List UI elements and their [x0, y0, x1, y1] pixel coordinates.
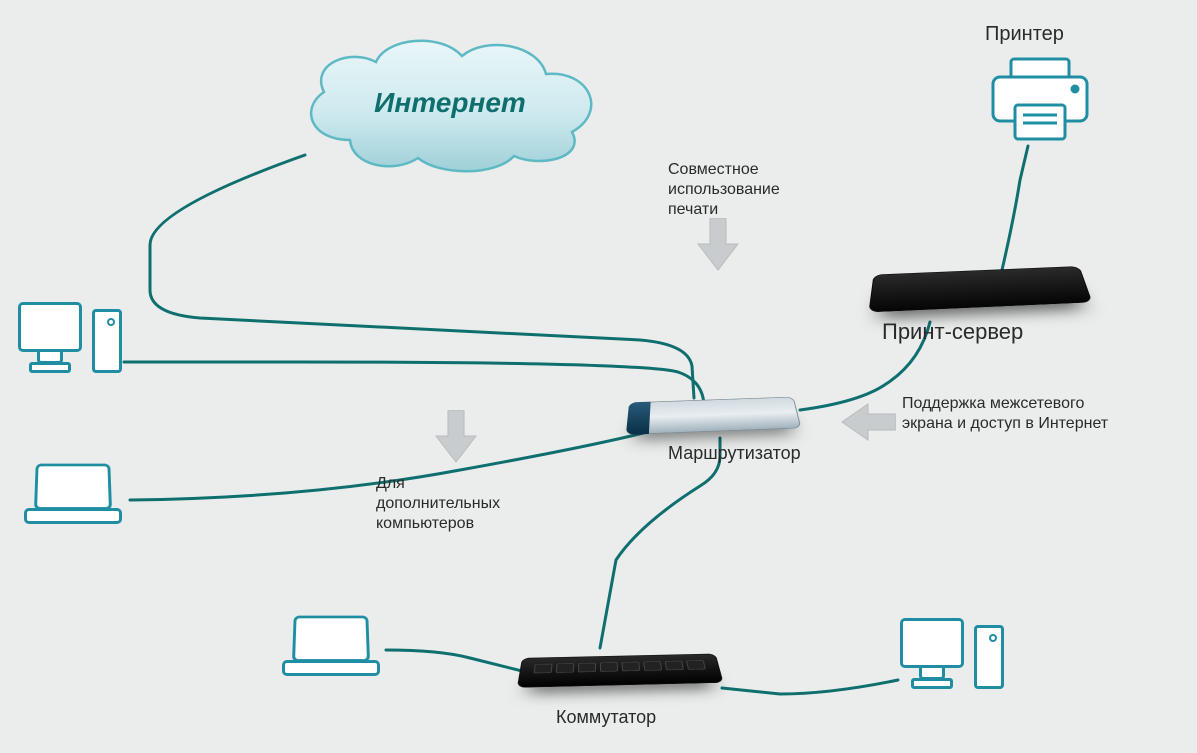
internet-cloud-label: Интернет — [374, 87, 526, 119]
laptop-bottom — [292, 612, 370, 676]
switch-device — [517, 654, 724, 688]
arrow-extra-pcs — [432, 410, 480, 466]
label-share-print: Совместное использование печати — [668, 160, 780, 220]
arrow-firewall — [838, 400, 896, 444]
laptop-left — [34, 460, 112, 524]
printer-title: Принтер — [985, 22, 1064, 47]
print-server-device — [869, 266, 1093, 312]
switch-title: Коммутатор — [556, 706, 656, 729]
arrow-share-print — [694, 218, 742, 274]
label-firewall: Поддержка межсетевого экрана и доступ в … — [902, 394, 1108, 434]
desktop-pc-left — [18, 302, 122, 373]
internet-cloud: Интернет — [290, 30, 610, 175]
router-device — [626, 397, 802, 435]
print-server-title: Принт-сервер — [882, 318, 1023, 346]
printer-icon — [985, 55, 1105, 150]
desktop-pc-right — [900, 618, 1004, 689]
label-extra-pcs: Для дополнительных компьютеров — [376, 474, 500, 534]
router-title: Маршрутизатор — [668, 442, 801, 465]
